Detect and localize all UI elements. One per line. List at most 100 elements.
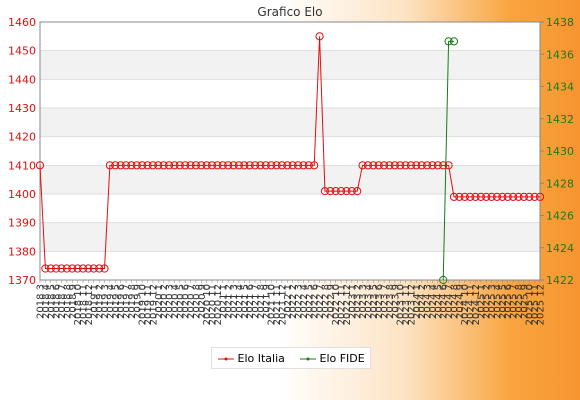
data-point-elo-italia [84, 264, 93, 273]
data-point-elo-italia [207, 161, 217, 170]
data-point-elo-italia [342, 187, 351, 196]
x-tick-label: 2021 8 [256, 284, 267, 319]
y-right-tick-label: 1438 [546, 16, 574, 29]
data-point-elo-italia [519, 192, 528, 201]
data-point-elo-italia [379, 161, 389, 170]
data-point-elo-italia [68, 264, 77, 273]
x-tick-label: 2021 12 [277, 284, 288, 325]
x-tick-label: 2024 1 [412, 284, 423, 319]
data-point-elo-fide [439, 275, 448, 285]
y-left-tick-label: 1420 [8, 131, 36, 144]
legend-item-elo-fide: Elo FIDE [300, 352, 365, 366]
data-point-elo-italia [396, 161, 405, 170]
x-tick-label: 2024 9 [455, 284, 466, 319]
x-tick-label: 2024 10 [460, 284, 471, 325]
y-left-tick-label: 1390 [8, 217, 36, 230]
x-tick-label: 2022 11 [337, 284, 348, 325]
x-tick-label: 2023 2 [353, 284, 364, 319]
x-tick-label: 2025 9 [519, 284, 530, 319]
data-point-elo-italia [191, 161, 201, 170]
data-point-elo-italia [175, 161, 184, 170]
x-tick-label: 2019 6 [116, 284, 127, 319]
chart-legend: Elo Italia Elo FIDE [211, 347, 371, 369]
data-point-elo-italia [181, 161, 190, 170]
y-right-tick-label: 1434 [546, 81, 574, 94]
x-tick-label: 2019 1 [89, 284, 100, 319]
data-point-elo-italia [95, 264, 104, 273]
data-point-elo-italia [444, 161, 453, 170]
x-tick-label: 2019 3 [100, 284, 111, 319]
y-left-tick-label: 1370 [8, 274, 36, 287]
data-point-elo-italia [154, 161, 163, 170]
data-point-elo-italia [267, 161, 276, 170]
data-point-elo-italia [62, 264, 71, 273]
data-point-elo-italia [460, 192, 469, 201]
x-tick-label: 2020 8 [191, 284, 202, 319]
x-tick-label: 2019 4 [105, 284, 116, 319]
data-point-elo-italia [100, 264, 109, 273]
x-tick-label: 2020 7 [186, 284, 197, 319]
x-tick-label: 2023 6 [374, 284, 385, 319]
grid-band [40, 50, 540, 80]
data-point-elo-italia [277, 161, 287, 170]
data-point-elo-italia [78, 264, 88, 273]
x-tick-label: 2024 12 [471, 284, 482, 325]
data-point-elo-italia [358, 161, 367, 170]
data-point-elo-italia [331, 187, 340, 196]
x-tick-label: 2022 10 [331, 284, 342, 325]
x-tick-label: 2020 12 [213, 284, 224, 325]
x-tick-label: 2018 4 [41, 284, 52, 319]
x-tick-label: 2019 5 [111, 284, 122, 319]
data-point-elo-italia [250, 161, 260, 170]
x-tick-label: 2021 10 [267, 284, 278, 325]
data-point-elo-italia [514, 192, 523, 201]
x-tick-label: 2025 3 [487, 284, 498, 319]
data-point-elo-italia [347, 187, 356, 196]
grid-band [40, 165, 540, 194]
data-point-elo-italia [41, 264, 50, 273]
y-right-tick-label: 1428 [546, 177, 574, 190]
x-tick-label: 2025 8 [514, 284, 525, 319]
data-point-elo-italia [406, 161, 416, 170]
data-point-elo-italia [159, 161, 168, 170]
data-point-elo-italia [46, 264, 55, 273]
data-point-elo-italia [369, 161, 378, 170]
x-tick-label: 2024 7 [444, 284, 455, 319]
x-tick-label: 2019 2 [95, 284, 106, 319]
x-tick-label: 2021 6 [245, 284, 256, 319]
x-tick-label: 2025 12 [536, 284, 547, 325]
grid-band [40, 251, 540, 280]
y-left-tick-label: 1460 [8, 16, 36, 29]
data-point-elo-italia [310, 161, 319, 170]
x-tick-label: 2020 9 [197, 284, 208, 319]
x-tick-label: 2023 5 [369, 284, 380, 319]
y-left-tick-label: 1400 [8, 188, 36, 201]
data-point-elo-italia [503, 192, 512, 201]
data-point-elo-italia [455, 192, 464, 201]
data-point-elo-italia [170, 161, 179, 170]
data-point-elo-italia [234, 161, 244, 170]
legend-marker-elo-italia [218, 357, 234, 361]
data-point-elo-italia [535, 192, 545, 201]
data-point-elo-italia [111, 161, 120, 170]
data-point-elo-italia [121, 161, 131, 170]
x-tick-label: 2020 1 [154, 284, 165, 319]
x-tick-label: 2022 3 [294, 284, 305, 319]
data-point-elo-italia [186, 161, 195, 170]
x-tick-label: 2025 6 [503, 284, 514, 319]
x-tick-label: 2018 3 [36, 284, 47, 319]
x-tick-label: 2021 2 [224, 284, 235, 319]
legend-label-elo-fide: Elo FIDE [319, 352, 365, 365]
grid-band [40, 194, 540, 223]
x-tick-label: 2022 4 [299, 284, 310, 319]
y-left-tick-label: 1450 [8, 45, 36, 58]
x-tick-label: 2020 10 [202, 284, 213, 325]
legend-marker-elo-fide [300, 357, 316, 361]
x-tick-label: 2021 1 [218, 284, 229, 319]
x-tick-label: 2019 8 [127, 284, 138, 319]
x-tick-label: 2024 3 [423, 284, 434, 319]
data-point-elo-italia [476, 192, 485, 201]
x-tick-label: 2023 3 [358, 284, 369, 319]
grid-band [40, 108, 540, 137]
